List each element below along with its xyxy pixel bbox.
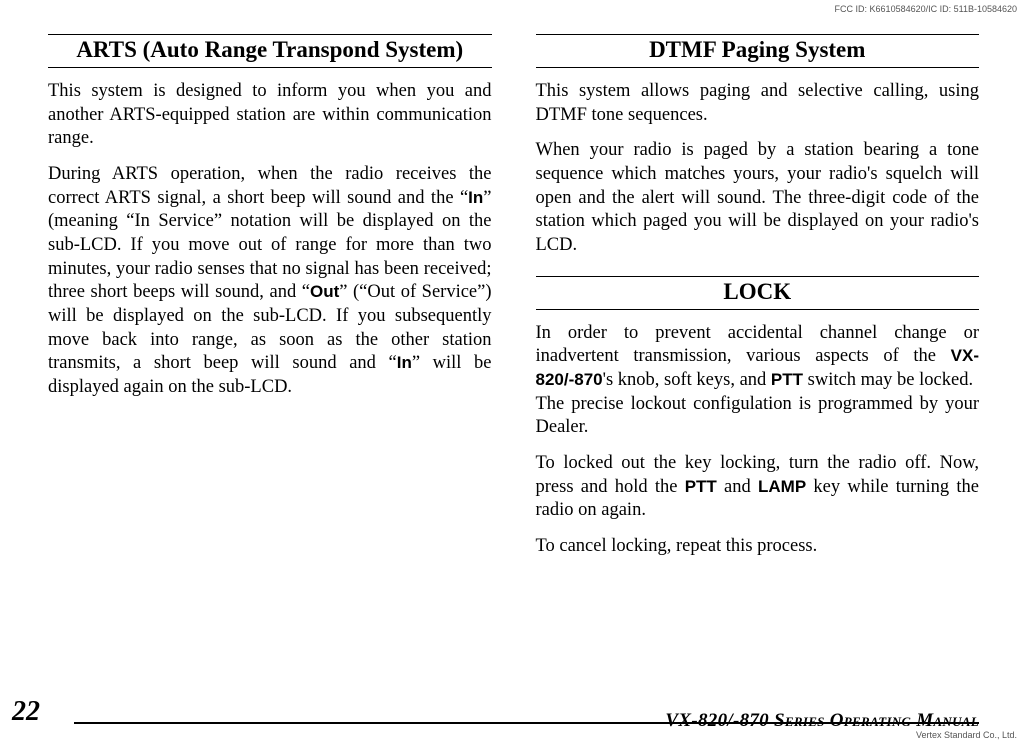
arts-heading: ARTS (Auto Range Transpond System) [48,34,492,68]
content-columns: ARTS (Auto Range Transpond System) This … [48,34,979,571]
dtmf-heading: DTMF Paging System [536,34,980,68]
lock-p1-frag-b: 's knob, soft keys, and [603,370,771,390]
arts-in-badge-2: In [397,353,412,372]
lock-heading: LOCK [536,276,980,310]
dtmf-title-main: DTMF [649,37,716,62]
lock-paragraph-2: To locked out the key locking, turn the … [536,452,980,523]
dtmf-paragraph-1: This system allows paging and selective … [536,80,980,127]
fcc-id-text: FCC ID: K6610584620/IC ID: 511B-10584620 [835,4,1017,14]
arts-paragraph-1: This system is designed to inform you wh… [48,80,492,151]
lock-title: LOCK [723,279,791,304]
dtmf-title-sub: Paging System [716,37,866,62]
lock-paragraph-3: To cancel locking, repeat this process. [536,535,980,559]
lock-paragraph-1b: The precise lockout configulation is pro… [536,393,980,440]
lock-p2-frag-b: and [717,477,758,497]
arts-title-main: ARTS [76,37,137,62]
lock-p1-frag-c: switch may be locked. [803,370,973,390]
lock-p1-frag-a: In order to prevent accidental channel c… [536,323,980,367]
arts-in-badge-1: In [468,188,483,207]
arts-out-badge: Out [310,282,339,301]
arts-p2-frag-a: During ARTS operation, when the radio re… [48,164,492,208]
dtmf-paragraph-2: When your radio is paged by a station be… [536,139,980,257]
manual-title: VX-820/-870 Series Operating Manual [665,710,979,732]
lock-paragraph-1a: In order to prevent accidental channel c… [536,322,980,393]
page-number: 22 [12,696,40,728]
left-column: ARTS (Auto Range Transpond System) This … [48,34,492,571]
lock-lamp: LAMP [758,477,806,496]
right-column: DTMF Paging System This system allows pa… [536,34,980,571]
arts-title-sub: (Auto Range Transpond System) [137,37,463,62]
manual-page: FCC ID: K6610584620/IC ID: 511B-10584620… [0,0,1027,744]
lock-ptt-2: PTT [685,477,717,496]
lock-ptt-1: PTT [771,370,803,389]
arts-paragraph-2: During ARTS operation, when the radio re… [48,163,492,400]
